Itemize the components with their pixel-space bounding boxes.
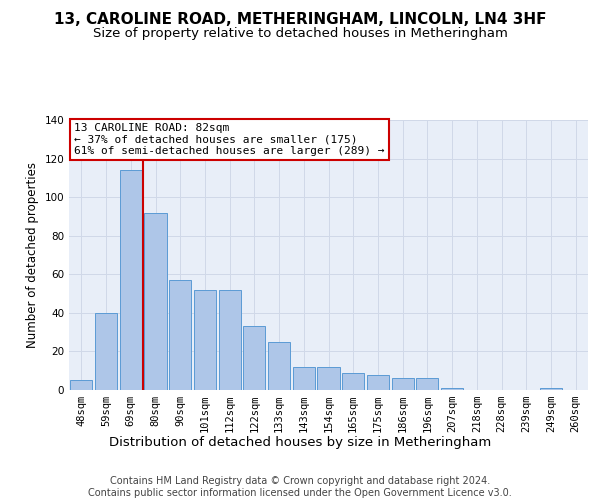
Bar: [441, 388, 463, 390]
Bar: [293, 367, 315, 390]
Bar: [145, 212, 167, 390]
Bar: [119, 170, 142, 390]
Bar: [317, 367, 340, 390]
Bar: [416, 378, 439, 390]
Bar: [367, 374, 389, 390]
Bar: [392, 378, 414, 390]
Bar: [268, 342, 290, 390]
Bar: [95, 313, 117, 390]
Bar: [218, 290, 241, 390]
Bar: [194, 290, 216, 390]
Text: Distribution of detached houses by size in Metheringham: Distribution of detached houses by size …: [109, 436, 491, 449]
Bar: [540, 388, 562, 390]
Bar: [342, 372, 364, 390]
Bar: [70, 380, 92, 390]
Text: Size of property relative to detached houses in Metheringham: Size of property relative to detached ho…: [92, 28, 508, 40]
Text: Contains HM Land Registry data © Crown copyright and database right 2024.
Contai: Contains HM Land Registry data © Crown c…: [88, 476, 512, 498]
Bar: [243, 326, 265, 390]
Text: 13 CAROLINE ROAD: 82sqm
← 37% of detached houses are smaller (175)
61% of semi-d: 13 CAROLINE ROAD: 82sqm ← 37% of detache…: [74, 122, 385, 156]
Y-axis label: Number of detached properties: Number of detached properties: [26, 162, 39, 348]
Bar: [169, 280, 191, 390]
Text: 13, CAROLINE ROAD, METHERINGHAM, LINCOLN, LN4 3HF: 13, CAROLINE ROAD, METHERINGHAM, LINCOLN…: [54, 12, 546, 28]
